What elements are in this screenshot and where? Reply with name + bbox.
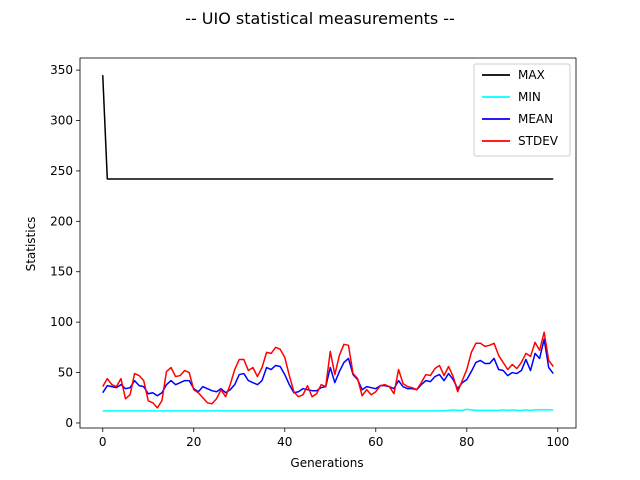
series-line-min xyxy=(102,408,554,412)
x-tick-label: 0 xyxy=(99,435,107,449)
y-tick-label: 150 xyxy=(50,265,73,279)
legend: MAX MIN MEAN STDEV xyxy=(473,63,571,157)
y-tick-label: 250 xyxy=(50,164,73,178)
y-tick-label: 0 xyxy=(65,416,73,430)
axes-group: 0 20 40 60 80 100 0 50 100 150 200 250 300 350 xyxy=(50,57,577,449)
series-line-mean xyxy=(102,338,554,397)
x-tick-label: 20 xyxy=(186,435,201,449)
y-tick-label: 50 xyxy=(58,366,73,380)
series-line-max xyxy=(102,75,554,180)
x-axis-label: Generations xyxy=(290,456,363,470)
x-tick-label: 40 xyxy=(277,435,292,449)
y-tick-label: 350 xyxy=(50,63,73,77)
y-tick-label: 300 xyxy=(50,114,73,128)
legend-label-min: MIN xyxy=(518,90,541,104)
legend-label-mean: MEAN xyxy=(518,112,553,126)
legend-label-stdev: STDEV xyxy=(518,134,559,148)
x-tick-label: 80 xyxy=(459,435,474,449)
x-tick-label: 100 xyxy=(546,435,569,449)
y-axis-label: Statistics xyxy=(24,217,38,272)
axes-frame xyxy=(79,57,577,429)
chart-title: -- UIO statistical measurements -- xyxy=(185,9,455,28)
series-line-stdev xyxy=(102,331,554,409)
y-tick-label: 100 xyxy=(50,315,73,329)
legend-label-max: MAX xyxy=(518,68,545,82)
y-tick-label: 200 xyxy=(50,214,73,228)
series-group xyxy=(102,75,554,412)
x-tick-label: 60 xyxy=(368,435,383,449)
legend-box xyxy=(473,63,571,157)
